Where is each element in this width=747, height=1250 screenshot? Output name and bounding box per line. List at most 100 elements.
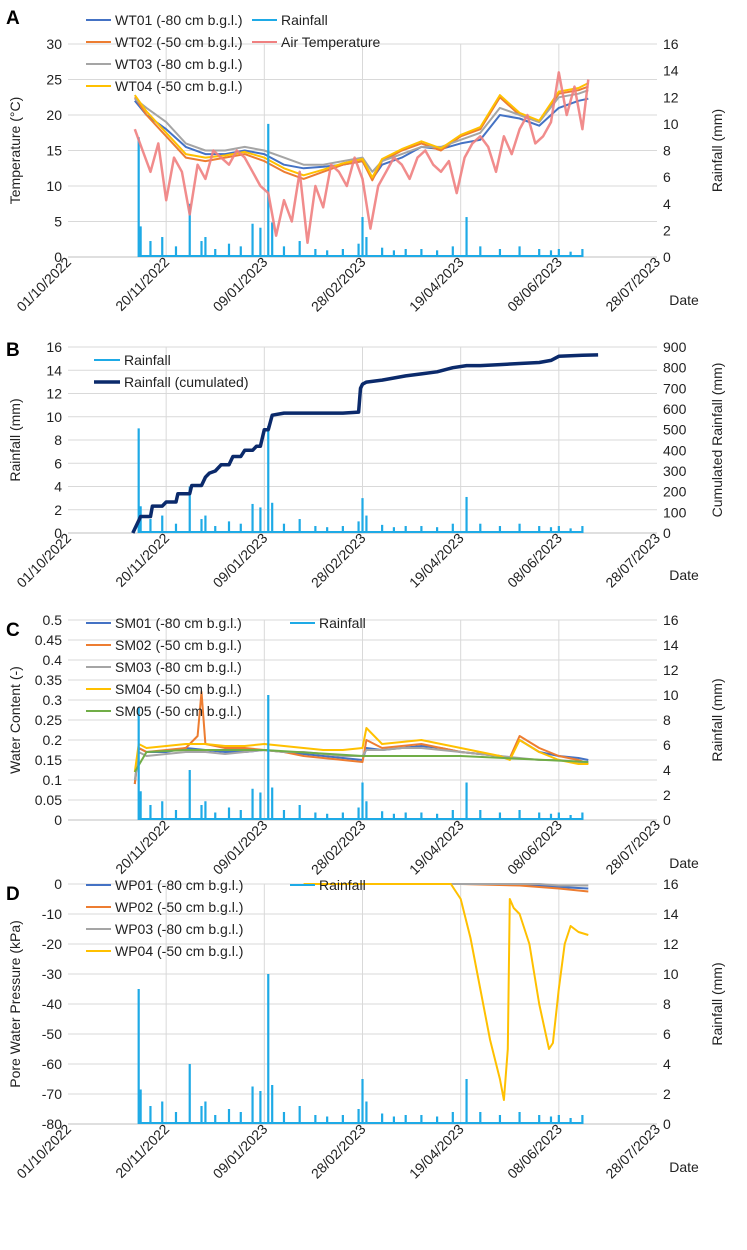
- x-tick-label: 09/01/2023: [210, 1121, 271, 1182]
- x-tick-label: 28/07/2023: [602, 1121, 663, 1182]
- y2-tick-label: 14: [663, 63, 679, 79]
- legend-label: SM01 (-80 cm b.g.l.): [115, 615, 242, 631]
- y2-axis-title: Rainfall (mm): [709, 678, 725, 761]
- y2-tick-label: 12: [663, 662, 679, 678]
- y2-tick-label: 0: [663, 1116, 671, 1132]
- series-line-3: [133, 727, 589, 773]
- y2-tick-label: 4: [663, 762, 671, 778]
- y-tick-label: -30: [42, 966, 62, 982]
- legend-label: WT03 (-80 cm b.g.l.): [115, 56, 243, 72]
- x-tick-label: 01/10/2022: [13, 254, 74, 315]
- panel-label: C: [6, 620, 20, 641]
- y2-tick-label: 200: [663, 484, 687, 500]
- x-tick-label: 28/02/2023: [308, 817, 369, 878]
- y2-axis-title: Rainfall (mm): [709, 109, 725, 192]
- chart-panel-a: A 0 5 10 15 20 25 30 0 2 4 6 8 10 12 14 16 01/10/2022 20/1…: [6, 8, 725, 315]
- legend-label: Rainfall: [124, 352, 171, 368]
- y-tick-label: 0.05: [35, 792, 62, 808]
- y2-tick-label: 300: [663, 463, 687, 479]
- y2-tick-label: 100: [663, 504, 687, 520]
- y-tick-label: 4: [54, 479, 62, 495]
- chart-panel-c: C 0 0.05 0.1 0.15 0.2 0.25 0.3 0.35 0.4 0.45 0.5 0 2 4…: [6, 612, 725, 878]
- series-line-1: [131, 353, 599, 534]
- panel-label: D: [6, 884, 20, 905]
- y2-tick-label: 0: [663, 249, 671, 265]
- x-tick-label: 19/04/2023: [406, 254, 467, 315]
- y-tick-label: 0.15: [35, 752, 62, 768]
- y2-tick-label: 600: [663, 401, 687, 417]
- legend-label: WP02 (-50 cm b.g.l.): [115, 899, 243, 915]
- legend-label: SM05 (-50 cm b.g.l.): [115, 703, 242, 719]
- panel-label: B: [6, 340, 20, 361]
- y2-tick-label: 10: [663, 966, 679, 982]
- y2-tick-label: 400: [663, 442, 687, 458]
- y2-tick-label: 500: [663, 422, 687, 438]
- y2-axis-title: Rainfall (mm): [709, 962, 725, 1045]
- x-tick-label: 01/10/2022: [13, 530, 74, 591]
- legend-label: WP03 (-80 cm b.g.l.): [115, 921, 243, 937]
- y-tick-label: 0.35: [35, 672, 62, 688]
- y-tick-label: 25: [46, 72, 62, 88]
- series-line-0: [134, 97, 589, 180]
- x-axis-title: Date: [669, 292, 699, 308]
- y-tick-label: 15: [46, 143, 62, 159]
- y-tick-label: 0.45: [35, 632, 62, 648]
- x-tick-label: 28/07/2023: [602, 817, 663, 878]
- y-axis-title: Pore Water Pressure (kPa): [7, 920, 23, 1088]
- y-tick-label: 0.1: [43, 772, 63, 788]
- legend-label: Rainfall: [281, 12, 328, 28]
- y-tick-label: -50: [42, 1026, 62, 1042]
- y2-tick-label: 16: [663, 36, 679, 52]
- y-tick-label: 5: [54, 214, 62, 230]
- y2-tick-label: 6: [663, 169, 671, 185]
- legend-label: Rainfall: [319, 877, 366, 893]
- y-tick-label: 0.25: [35, 712, 62, 728]
- y-axis-title: Water Content (-): [7, 666, 23, 774]
- y-tick-label: 2: [54, 502, 62, 518]
- y2-tick-label: 800: [663, 360, 687, 376]
- y-tick-label: 0.3: [43, 692, 63, 708]
- legend-label: Rainfall: [319, 615, 366, 631]
- y-tick-label: 30: [46, 36, 62, 52]
- chart-panel-d: D -80 -70 -60 -50 -40 -30 -20 -10 0 0 2 4 6 8 10 12 14 16 0…: [6, 876, 725, 1182]
- y-tick-label: 14: [46, 362, 62, 378]
- y2-tick-label: 12: [663, 89, 679, 105]
- y2-tick-label: 6: [663, 737, 671, 753]
- y2-tick-label: 2: [663, 787, 671, 803]
- series-line-2: [133, 747, 589, 781]
- y-tick-label: 0: [54, 249, 62, 265]
- series-line-3: [303, 883, 589, 1101]
- x-tick-label: 08/06/2023: [504, 1121, 565, 1182]
- y-tick-label: 16: [46, 339, 62, 355]
- y-tick-label: 0: [54, 525, 62, 541]
- y2-tick-label: 2: [663, 222, 671, 238]
- legend: SM01 (-80 cm b.g.l.) SM02 (-50 cm b.g.l.)…: [86, 615, 366, 719]
- x-tick-label: 09/01/2023: [210, 254, 271, 315]
- x-tick-label: 28/07/2023: [602, 530, 663, 591]
- y-axis-title: Rainfall (mm): [7, 398, 23, 481]
- y-tick-label: -10: [42, 906, 62, 922]
- legend-label: WT01 (-80 cm b.g.l.): [115, 12, 243, 28]
- y2-tick-label: 6: [663, 1026, 671, 1042]
- x-tick-label: 20/11/2022: [112, 254, 172, 314]
- y-tick-label: -70: [42, 1086, 62, 1102]
- y2-tick-label: 900: [663, 339, 687, 355]
- y-tick-label: 0: [54, 812, 62, 828]
- x-tick-label: 19/04/2023: [406, 1121, 467, 1182]
- series-line-1: [133, 85, 589, 182]
- y2-tick-label: 8: [663, 712, 671, 728]
- y-axis-title: Temperature (°C): [7, 97, 23, 205]
- x-tick-label: 28/02/2023: [308, 530, 369, 591]
- x-tick-label: 19/04/2023: [406, 817, 467, 878]
- y2-tick-label: 16: [663, 876, 679, 892]
- y-tick-label: 10: [46, 409, 62, 425]
- legend-label: WT02 (-50 cm b.g.l.): [115, 34, 243, 50]
- y2-tick-label: 700: [663, 380, 687, 396]
- y-tick-label: 6: [54, 455, 62, 471]
- x-tick-label: 28/02/2023: [308, 1121, 369, 1182]
- y-tick-label: 0.5: [43, 612, 63, 628]
- y-tick-label: 20: [46, 107, 62, 123]
- x-tick-label: 20/11/2022: [112, 1121, 172, 1181]
- y-tick-label: 0.2: [43, 732, 63, 748]
